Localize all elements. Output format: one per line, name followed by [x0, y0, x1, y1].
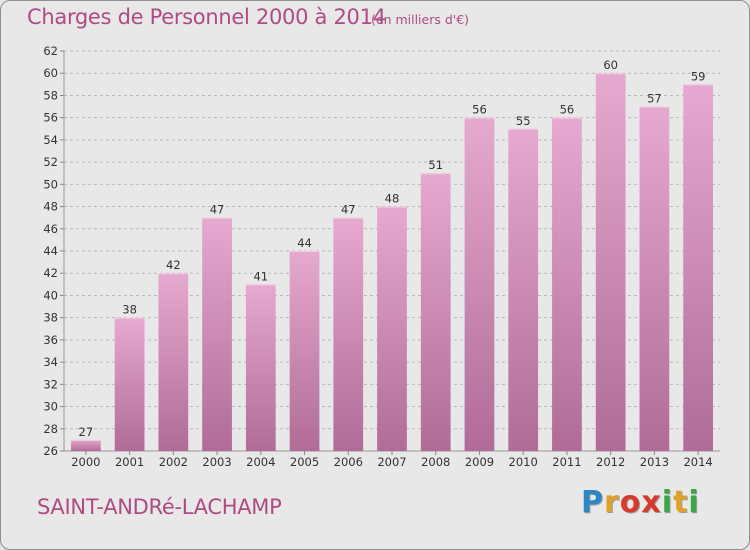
bar: [508, 128, 539, 451]
logo-letter: o: [619, 485, 642, 520]
bar: [333, 217, 364, 451]
logo-letter: r: [604, 485, 620, 520]
y-tick-label: 56: [43, 111, 58, 125]
bar: [70, 439, 101, 451]
logo-letter: x: [641, 485, 662, 520]
x-tick-label: 2014: [683, 455, 712, 469]
y-tick-label: 32: [43, 377, 58, 391]
bar: [595, 73, 626, 451]
data-label: 60: [603, 58, 618, 72]
y-tick-label: 62: [43, 44, 58, 58]
x-tick-label: 2010: [509, 455, 538, 469]
y-tick-label: 54: [43, 133, 58, 147]
x-tick-label: 2007: [377, 455, 406, 469]
y-tick-label: 30: [43, 400, 58, 414]
data-label: 55: [516, 114, 531, 128]
bar: [202, 217, 232, 451]
y-tick-label: 50: [43, 177, 58, 191]
logo-letter: i: [661, 485, 674, 520]
x-tick-label: 2013: [640, 455, 669, 469]
data-label: 41: [253, 269, 268, 283]
x-tick-label: 2009: [465, 455, 494, 469]
bar: [377, 206, 407, 451]
y-tick-label: 36: [43, 333, 58, 347]
data-label: 47: [341, 203, 356, 217]
bar: [289, 251, 320, 451]
data-label: 27: [79, 425, 94, 439]
logo-letter: P: [581, 485, 604, 520]
y-tick-label: 52: [43, 155, 58, 169]
bar: [639, 106, 670, 452]
y-tick-label: 34: [43, 355, 58, 369]
x-tick-label: 2003: [202, 455, 231, 469]
data-label: 42: [166, 258, 181, 272]
y-tick-label: 42: [43, 266, 58, 280]
data-label: 56: [472, 103, 487, 117]
bars: [70, 73, 714, 452]
bar: [158, 273, 189, 451]
x-tick-label: 2008: [421, 455, 450, 469]
y-tick-label: 46: [43, 222, 58, 236]
y-tick-label: 58: [43, 88, 58, 102]
x-tick-label: 2005: [290, 455, 319, 469]
logo-letter: t: [673, 485, 689, 520]
x-tick-label: 2012: [596, 455, 625, 469]
bar: [245, 284, 276, 451]
x-tick-label: 2006: [334, 455, 363, 469]
bar: [552, 117, 582, 452]
bar: [683, 84, 714, 451]
x-tick-label: 2002: [159, 455, 188, 469]
data-label: 57: [647, 92, 662, 106]
data-label: 48: [385, 192, 400, 206]
bar: [420, 173, 451, 451]
chart-title: Charges de Personnel 2000 à 2014: [27, 5, 386, 29]
y-tick-label: 26: [43, 444, 58, 458]
y-tick-label: 28: [43, 422, 58, 436]
y-tick-label: 44: [43, 244, 58, 258]
y-tick-label: 60: [43, 66, 58, 80]
y-tick-label: 38: [43, 311, 58, 325]
x-tick-label: 2011: [552, 455, 581, 469]
commune-name: SAINT-ANDRé-LACHAMP: [37, 495, 282, 519]
y-tick-label: 40: [43, 288, 58, 302]
data-label: 44: [297, 236, 312, 250]
labels: 26 28 30 32 34 36 38 40 42 44 46 48 50 52 54 56 58 60 62 27…: [43, 44, 712, 469]
logo-letter: i: [688, 485, 700, 520]
data-label: 47: [210, 203, 225, 217]
data-label: 38: [122, 303, 137, 317]
chart-subtitle: (en milliers d'€): [371, 12, 470, 27]
x-tick-label: 2004: [246, 455, 275, 469]
data-label: 51: [428, 158, 443, 172]
x-tick-label: 2001: [115, 455, 144, 469]
bar: [464, 117, 495, 452]
data-label: 59: [691, 69, 706, 83]
bar: [114, 317, 145, 451]
x-tick-label: 2000: [71, 455, 100, 469]
proxiti-logo[interactable]: Proxiti: [581, 485, 700, 520]
y-tick-label: 48: [43, 200, 58, 214]
data-label: 56: [560, 103, 575, 117]
